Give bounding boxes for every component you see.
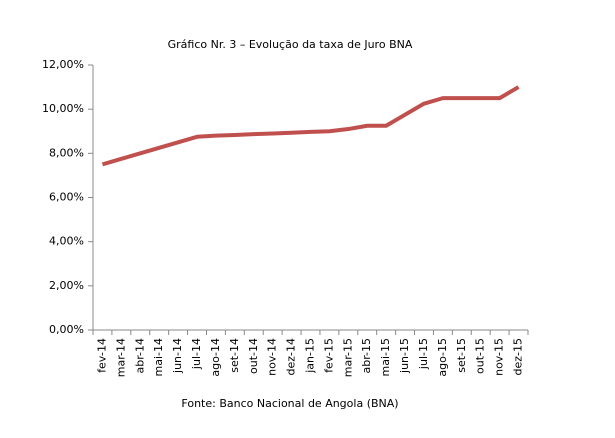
x-tick-label: dez-14 bbox=[285, 338, 298, 376]
x-tick-label: jun-15 bbox=[398, 338, 411, 374]
chart-title: Gráfico Nr. 3 – Evolução da taxa de Juro… bbox=[168, 38, 413, 51]
x-tick-label: jul-15 bbox=[417, 338, 430, 370]
x-tick-label: mar-15 bbox=[341, 338, 354, 377]
y-tick-label: 8,00% bbox=[49, 146, 84, 159]
source-note: Fonte: Banco Nacional de Angola (BNA) bbox=[181, 397, 398, 410]
x-tick-label: mai-15 bbox=[379, 338, 392, 376]
x-tick-label: abr-15 bbox=[360, 338, 373, 374]
x-tick-label: jul-14 bbox=[190, 338, 203, 370]
x-tick-label: ago-14 bbox=[209, 338, 222, 377]
y-tick-label: 2,00% bbox=[49, 279, 84, 292]
y-tick-label: 0,00% bbox=[49, 323, 84, 336]
data-line bbox=[101, 85, 520, 167]
y-tick-label: 10,00% bbox=[42, 102, 84, 115]
y-tick-label: 6,00% bbox=[49, 191, 84, 204]
x-tick-label: mar-14 bbox=[114, 338, 127, 377]
x-tick-label: out-15 bbox=[474, 338, 487, 374]
x-tick-label: jan-15 bbox=[304, 338, 317, 374]
x-tick-label: set-14 bbox=[228, 338, 241, 373]
x-tick-label: set-15 bbox=[455, 338, 468, 373]
x-tick-label: mai-14 bbox=[152, 338, 165, 376]
x-tick-label: abr-14 bbox=[133, 338, 146, 374]
x-tick-label: ago-15 bbox=[436, 338, 449, 377]
x-tick-label: jun-14 bbox=[171, 338, 184, 374]
y-tick-label: 12,00% bbox=[42, 58, 84, 71]
x-tick-label: nov-15 bbox=[493, 338, 506, 376]
x-tick-label: nov-14 bbox=[266, 338, 279, 376]
x-tick-label: fev-14 bbox=[95, 338, 108, 373]
x-tick-label: fev-15 bbox=[322, 338, 335, 373]
x-tick-label: out-14 bbox=[247, 338, 260, 374]
y-tick-label: 4,00% bbox=[49, 235, 84, 248]
x-tick-label: dez-15 bbox=[512, 338, 525, 376]
